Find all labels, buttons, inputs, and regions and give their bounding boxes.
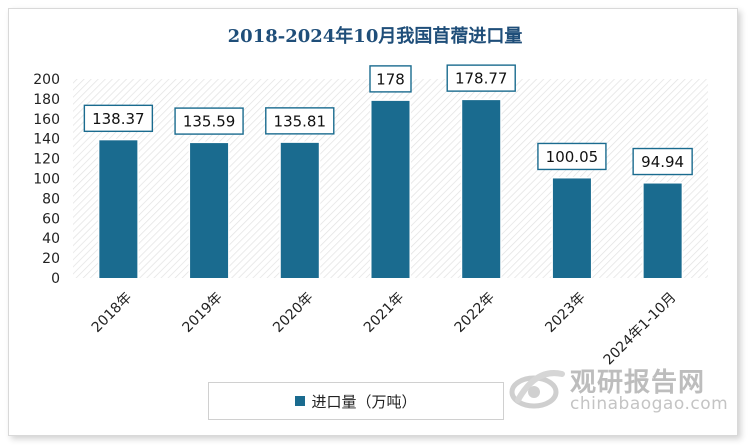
y-tick-label: 20 — [42, 251, 60, 267]
y-tick-label: 180 — [33, 92, 60, 108]
data-label: 135.59 — [183, 113, 236, 131]
data-label-box — [632, 147, 693, 176]
y-tick-label: 140 — [33, 132, 60, 148]
bar — [280, 142, 319, 278]
data-label-box — [446, 64, 516, 92]
y-tick-label: 40 — [42, 231, 60, 247]
data-label: 100.05 — [546, 148, 599, 166]
data-label-box — [369, 65, 412, 93]
bar — [552, 178, 591, 278]
data-label: 178 — [376, 70, 405, 88]
watermark-brand: 观研报告网 — [570, 368, 706, 398]
chart-title: 2018-2024年10月我国苜蓿进口量 — [227, 26, 523, 47]
data-label: 135.81 — [274, 112, 327, 130]
bar — [462, 100, 501, 279]
x-tick-label: 2023年 — [542, 290, 588, 336]
y-axis: 0 20 40 60 80 100 120 140 160 180 200 — [33, 72, 60, 287]
y-tick-label: 200 — [33, 72, 60, 88]
y-tick-label: 160 — [33, 112, 60, 128]
x-tick-label: 2020年 — [270, 290, 316, 336]
bar — [371, 100, 410, 278]
x-tick-label: 2019年 — [179, 290, 225, 336]
data-label-box — [174, 107, 244, 135]
bar — [643, 183, 682, 278]
x-tick-label: 2022年 — [452, 290, 498, 336]
y-tick-label: 120 — [33, 152, 60, 168]
x-tick-label: 2024年1-10月 — [601, 290, 680, 369]
y-tick-label: 80 — [42, 191, 60, 207]
x-tick-label: 2021年 — [361, 290, 407, 336]
data-label-box — [265, 107, 335, 135]
x-tick-label: 2018年 — [89, 290, 135, 336]
bar — [190, 143, 229, 278]
legend: 进口量（万吨） — [208, 382, 504, 420]
legend-label: 进口量（万吨） — [311, 392, 417, 411]
y-tick-label: 0 — [51, 271, 60, 287]
bar — [99, 140, 138, 278]
data-label: 138.37 — [92, 110, 145, 128]
data-label-box — [537, 142, 607, 171]
watermark-url: chinabaogao.com — [570, 394, 729, 414]
watermark: 观研报告网 chinabaogao.com — [508, 360, 738, 420]
x-axis: 2018年 2019年 2020年 2021年 2022年 2023年 2024年1-10月 — [89, 290, 680, 369]
y-tick-label: 100 — [33, 172, 60, 188]
data-label: 178.77 — [455, 70, 508, 88]
data-labels-group: 138.37 135.59 135.81 178 178.77 100.05 94.94 — [83, 64, 693, 176]
bars-group — [97, 98, 684, 279]
y-tick-label: 60 — [42, 211, 60, 227]
brand-logo-icon — [509, 370, 565, 409]
data-label: 94.94 — [641, 153, 684, 171]
legend-swatch — [295, 396, 306, 406]
data-label-box — [83, 104, 154, 133]
